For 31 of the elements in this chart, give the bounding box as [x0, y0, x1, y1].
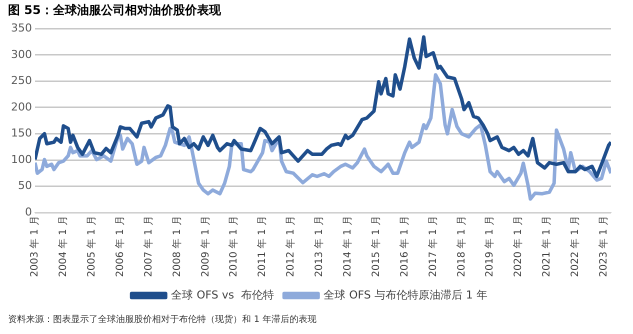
y-tick-label: 300 [10, 48, 32, 61]
x-tick-label: 2008 年 1 月 [170, 216, 183, 278]
x-tick-label: 2020 年 1 月 [512, 216, 524, 278]
x-tick-label: 2005 年 1 月 [85, 216, 98, 278]
y-tick-label: 200 [10, 100, 32, 114]
legend-label: 全球 OFS vs 布伦特 [171, 288, 274, 302]
x-tick-label: 2023 年 1 月 [597, 216, 610, 278]
x-tick-label: 2021 年 1 月 [540, 216, 553, 278]
x-tick-label: 2017 年 1 月 [426, 216, 439, 278]
x-tick-label: 2006 年 1 月 [114, 216, 126, 278]
y-tick-label: 350 [10, 21, 32, 34]
x-tick-label: 2018 年 1 月 [455, 216, 468, 278]
text: 资料来源：图表显示了全球油服股价相对于布伦特（现货）和 1 年滞后的表现 [8, 314, 318, 326]
x-tick-label: 2007 年 1 月 [142, 216, 154, 278]
x-tick-label: 2022 年 1 月 [569, 216, 582, 278]
x-tick-label: 2011 年 1 月 [256, 216, 268, 278]
y-tick-label: 100 [10, 152, 32, 166]
y-tick-label: 50 [18, 179, 32, 192]
x-tick-label: 2010 年 1 月 [228, 216, 240, 278]
chart-title: 图 55：全球油服公司相对油价股价表现 [8, 2, 222, 19]
x-tick-label: 2012 年 1 月 [284, 216, 297, 278]
y-tick-label: 250 [10, 74, 32, 88]
legend-label: 全球 OFS 与布伦特原油滞后 1 年 [324, 288, 488, 302]
x-tick-label: 2016 年 1 月 [398, 216, 410, 278]
x-tick-label: 2019 年 1 月 [484, 216, 496, 278]
x-tick-label: 2014 年 1 月 [341, 216, 354, 278]
y-tick-label: 150 [10, 126, 32, 140]
x-tick-label: 2009 年 1 月 [199, 216, 212, 278]
x-tick-label: 2013 年 1 月 [313, 216, 326, 278]
x-tick-label: 2004 年 1 月 [57, 216, 70, 278]
x-tick-label: 2015 年 1 月 [370, 216, 382, 278]
